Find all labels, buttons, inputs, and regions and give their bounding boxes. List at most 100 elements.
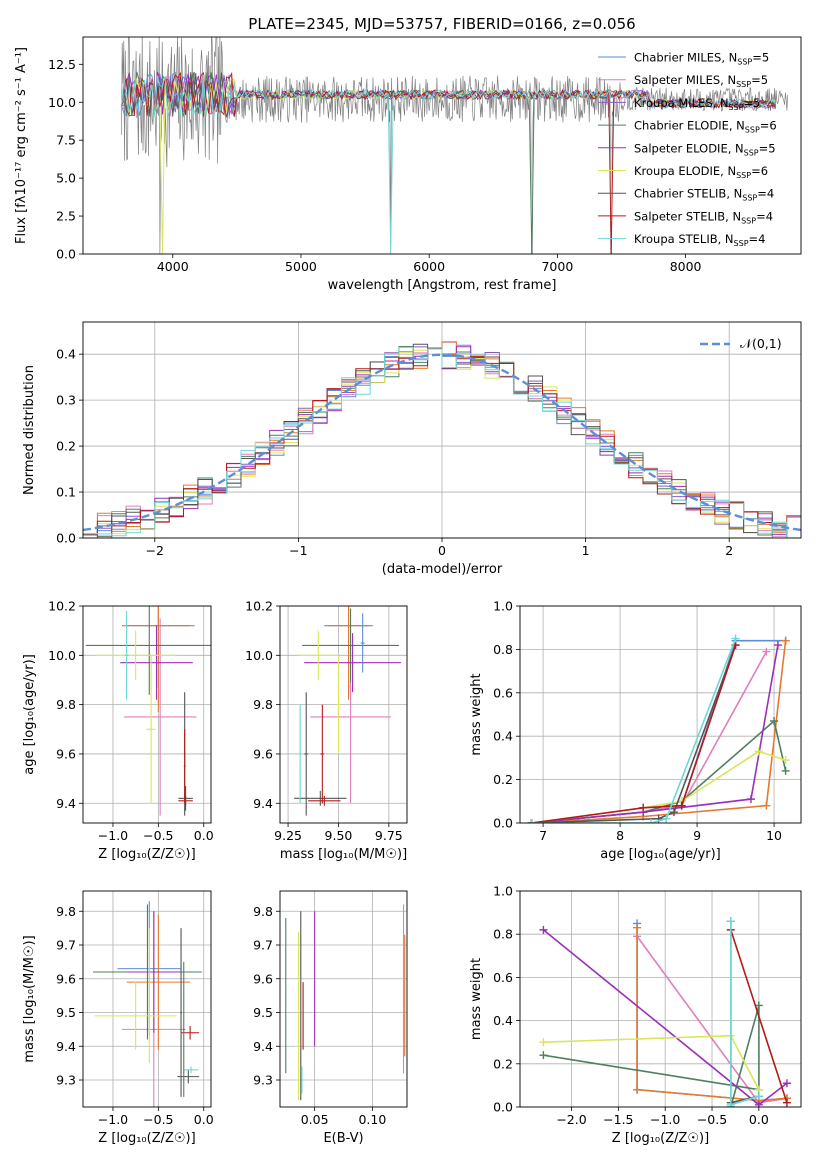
plot-area (285, 904, 406, 1101)
legend-label-subscript: SSP (744, 148, 759, 157)
x-tick-label: −2.0 (556, 1112, 586, 1127)
weight-series-line (543, 1005, 760, 1107)
axes: −1.0 −0.5 0.0 9.3 9.4 9.5 9.6 9.7 9.8 Z [log₁₀(Z/… (22, 890, 214, 1146)
weight-marker (781, 636, 790, 645)
weight-marker (662, 814, 671, 823)
y-tick-label: 9.3 (253, 1073, 273, 1088)
y-axis-label: age [log₁₀(age/yr)] (22, 654, 37, 775)
y-tick-label: 0.4 (493, 729, 513, 744)
weight-series-line (729, 921, 760, 1104)
legend-label-subscript: SSP (736, 171, 751, 180)
y-tick-label: 9.4 (56, 796, 76, 811)
x-axis-label: Z [log₁₀(Z/Z☉)] (612, 1131, 709, 1146)
weight-marker (539, 925, 548, 934)
axes: 7 8 9 10 0.0 0.2 0.4 0.6 0.8 1.0 age [log₁₀(age/yr… (469, 599, 802, 862)
model-spectrum-line (121, 71, 776, 254)
legend-label: Kroupa STELIB, NSSP=4 (634, 232, 765, 248)
weight-marker (539, 1051, 548, 1060)
legend-label-value: =5 (759, 141, 776, 155)
y-tick-label: 2.5 (56, 209, 76, 224)
axes-frame (279, 605, 408, 824)
weight-marker (754, 1001, 763, 1010)
x-tick-label: 0.0 (749, 1112, 769, 1127)
y-tick-label: 9.8 (56, 697, 76, 712)
weight-marker (773, 641, 782, 650)
y-tick-label: 9.6 (253, 746, 273, 761)
weight-vs-metallicity-panel: −2.0 −1.5 −1.0 −0.5 0.0 0.0 0.2 0.4 0.6 0.8 1.0 Z [… (469, 884, 802, 1146)
weight-marker (781, 766, 790, 775)
y-tick-label: 10.2 (48, 599, 76, 614)
x-tick-label: −0.5 (697, 1112, 727, 1127)
y-tick-label: 1.0 (493, 599, 513, 614)
weight-marker (527, 819, 536, 823)
x-tick-label: 9.50 (325, 828, 353, 843)
weight-marker (633, 1085, 642, 1094)
x-tick-label: 0.0 (194, 1112, 214, 1127)
x-tick-label: 0.05 (301, 1112, 329, 1127)
weight-marker (539, 1038, 548, 1047)
y-tick-label: 0.0 (56, 531, 76, 546)
plot-area (83, 341, 801, 538)
y-tick-label: 9.5 (253, 1005, 273, 1020)
chart-title: PLATE=2345, MJD=53757, FIBERID=0166, z=0… (248, 15, 635, 33)
weight-series-line (730, 929, 788, 1103)
x-tick-label: 9.25 (274, 828, 302, 843)
y-tick-label: 12.5 (48, 57, 76, 72)
legend-label: Salpeter STELIB, NSSP=4 (634, 209, 773, 225)
legend-label: 𝒩(0,1) (740, 336, 782, 351)
weight-series-line (531, 639, 786, 823)
y-tick-label: 0.4 (56, 347, 76, 362)
age-vs-mass-panel: 9.25 9.50 9.75 9.4 9.6 9.8 10.0 10.2 mass [log₁₀… (245, 599, 408, 862)
weight-marker (639, 803, 648, 812)
weight-marker (782, 1098, 791, 1107)
axes: −2.0 −1.5 −1.0 −0.5 0.0 0.0 0.2 0.4 0.6 0.8 1.0 Z [… (469, 884, 802, 1146)
x-tick-label: −1.0 (98, 828, 128, 843)
plot-area (121, 37, 789, 254)
histogram-series (83, 346, 801, 538)
weight-marker (731, 634, 740, 643)
weight-series-line (636, 927, 787, 1102)
grid-lines (520, 605, 801, 824)
axes-frame (519, 605, 802, 824)
legend-label-subscript: SSP (737, 58, 752, 67)
x-tick-label: 0 (438, 543, 446, 558)
x-tick-label: −1.5 (603, 1112, 633, 1127)
x-tick-label: −0.5 (143, 828, 173, 843)
axes-frame (82, 605, 212, 824)
y-tick-label: 0.8 (493, 927, 513, 942)
axes: 9.25 9.50 9.75 9.4 9.6 9.8 10.0 10.2 mass [log₁₀… (245, 599, 408, 862)
legend-label: Chabrier STELIB, NSSP=4 (634, 187, 774, 203)
y-tick-label: 1.0 (493, 884, 513, 899)
legend-label-value: =6 (760, 119, 777, 133)
legend-label-value: =5 (744, 96, 761, 110)
x-axis-label: E(B-V) (323, 1131, 363, 1146)
residuals-panel: −2 −1 0 1 2 0.0 0.1 0.2 0.3 0.4 (data-model)/error… (22, 321, 802, 577)
x-tick-label: 9 (693, 828, 701, 843)
normal-pdf-curve (83, 353, 801, 532)
model-spectrum-line (121, 77, 776, 254)
y-tick-label: 9.8 (253, 904, 273, 919)
x-tick-label: 6000 (413, 259, 445, 274)
model-spectrum-line (121, 71, 776, 115)
y-tick-label: 9.8 (253, 697, 273, 712)
y-tick-label: 0.0 (56, 247, 76, 262)
weight-marker (726, 917, 735, 926)
y-tick-label: 0.3 (56, 393, 76, 408)
weight-marker (669, 808, 678, 817)
x-tick-label: 7000 (541, 259, 573, 274)
mass-vs-extinction-panel: 0.05 0.10 9.3 9.4 9.5 9.6 9.7 9.8 E(B-V) (253, 890, 408, 1146)
legend-label: Salpeter ELODIE, NSSP=5 (634, 141, 776, 157)
x-tick-label: −2 (146, 543, 164, 558)
y-tick-label: 10.0 (48, 95, 76, 110)
grid-lines (280, 891, 407, 1107)
x-tick-label: 2 (725, 543, 733, 558)
weight-series-line (531, 640, 787, 823)
axes: −1.0 −0.5 0.0 9.4 9.6 9.8 10.0 10.2 Z [log₁₀(Z/Z… (22, 599, 214, 863)
weight-marker (781, 756, 790, 765)
x-tick-label: 8 (616, 828, 624, 843)
weight-marker (782, 1079, 791, 1088)
y-tick-label: 9.5 (56, 1005, 76, 1020)
weight-marker (746, 795, 755, 804)
plot-area (527, 634, 790, 823)
